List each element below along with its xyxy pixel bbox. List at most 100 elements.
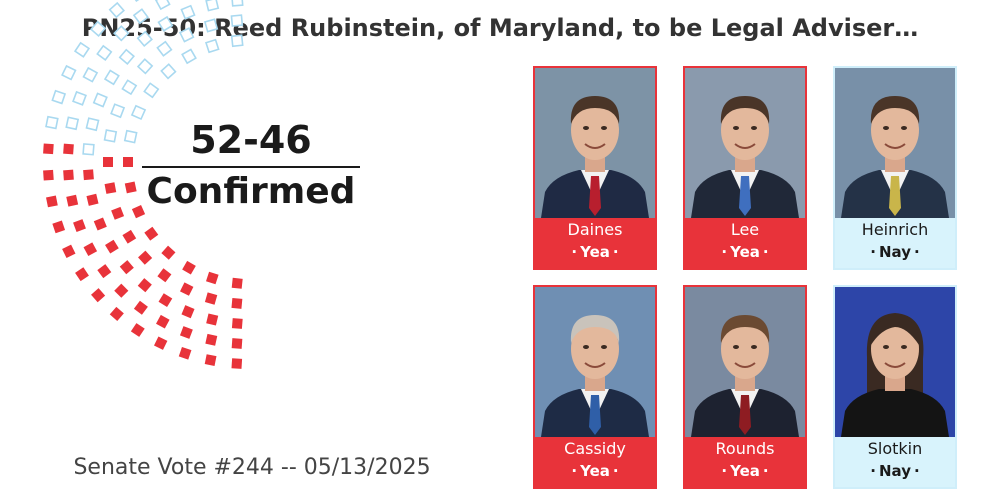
- senator-name: Cassidy: [564, 439, 626, 458]
- yea-seat: [63, 143, 74, 155]
- senator-card-daines: Daines · Yea ·: [533, 66, 657, 270]
- nay-seat: [143, 82, 160, 99]
- suit: [841, 389, 949, 437]
- senator-vote: · Yea ·: [721, 462, 769, 480]
- right-eye: [901, 345, 907, 349]
- nay-seat: [113, 25, 130, 42]
- nay-seat: [103, 129, 118, 143]
- yea-seat: [144, 226, 159, 241]
- yea-seat: [182, 260, 196, 275]
- yea-seat: [83, 169, 94, 181]
- nay-seat: [154, 0, 171, 11]
- senator-name: Heinrich: [861, 220, 929, 239]
- nay-seat: [92, 92, 108, 108]
- necktie: [739, 176, 751, 216]
- yea-seat: [154, 336, 168, 350]
- nay-seat: [61, 64, 77, 81]
- yea-seat: [231, 358, 243, 369]
- nay-seat: [72, 90, 87, 106]
- yea-seat: [231, 338, 243, 349]
- nay-seat: [110, 103, 126, 119]
- face: [721, 319, 769, 379]
- nay-seat: [123, 129, 138, 144]
- smile: [734, 362, 756, 368]
- yea-seat: [156, 314, 170, 329]
- nay-seat: [85, 117, 100, 132]
- yea-seat: [122, 229, 137, 244]
- yea-seat: [52, 220, 66, 234]
- hair-top: [720, 315, 770, 343]
- face: [871, 100, 919, 160]
- nay-seat: [231, 0, 244, 7]
- senator-vote: · Yea ·: [571, 243, 619, 261]
- left-eye: [583, 345, 589, 349]
- yea-seat: [43, 143, 54, 155]
- senator-card-cassidy: Cassidy · Yea ·: [533, 285, 657, 489]
- left-eye: [733, 126, 739, 130]
- yea-seat: [109, 306, 124, 321]
- face: [721, 100, 769, 160]
- nay-seat: [203, 18, 219, 33]
- nay-seat: [65, 116, 80, 131]
- nay-seat: [130, 104, 147, 121]
- yea-seat: [91, 288, 106, 303]
- yea-seat: [138, 250, 153, 265]
- smile: [884, 362, 906, 368]
- yea-seat: [63, 169, 74, 181]
- left-eye: [883, 345, 889, 349]
- yea-seat: [181, 305, 195, 319]
- yea-seat: [73, 219, 86, 233]
- right-eye: [751, 126, 757, 130]
- yea-seat: [231, 318, 243, 329]
- senator-card-lee: Lee · Yea ·: [683, 66, 807, 270]
- nay-seat: [160, 63, 177, 80]
- necktie: [889, 176, 901, 216]
- nay-seat: [118, 48, 135, 65]
- yea-seat: [114, 283, 129, 298]
- yea-seat: [204, 292, 218, 305]
- senator-vote: · Yea ·: [571, 462, 619, 480]
- left-eye: [733, 345, 739, 349]
- nay-seat: [205, 0, 220, 12]
- right-eye: [601, 345, 607, 349]
- senator-name: Daines: [567, 220, 623, 239]
- yea-seat: [158, 293, 173, 307]
- nay-seat: [136, 30, 153, 47]
- face: [571, 100, 619, 160]
- hair-top: [871, 317, 919, 345]
- senate-hemicycle: [43, 0, 244, 369]
- yea-seat: [204, 354, 217, 366]
- hair-top: [720, 96, 770, 124]
- smile: [584, 362, 606, 368]
- senator-portrait: [535, 68, 655, 218]
- nay-seat: [178, 27, 195, 43]
- senator-vote: · Yea ·: [721, 243, 769, 261]
- yea-seat: [86, 193, 99, 206]
- smile: [884, 143, 906, 149]
- yea-seat: [161, 245, 176, 260]
- right-eye: [601, 126, 607, 130]
- yea-seat: [178, 346, 192, 360]
- vote-footer: Senate Vote #244 -- 05/13/2025: [73, 455, 431, 480]
- left-eye: [883, 126, 889, 130]
- yea-seat: [119, 260, 134, 275]
- senator-name: Rounds: [715, 439, 775, 458]
- smile: [734, 143, 756, 149]
- nay-seat: [73, 41, 91, 58]
- page-title: PN25-50: Reed Rubinstein, of Maryland, t…: [81, 14, 919, 42]
- senator-vote: · Nay ·: [870, 462, 920, 480]
- yea-seat: [206, 313, 219, 326]
- nay-seat: [204, 38, 220, 54]
- nay-seat: [82, 66, 99, 83]
- yea-seat: [97, 264, 112, 279]
- senator-portrait: [835, 68, 955, 218]
- yea-seat: [83, 242, 98, 256]
- yea-seat: [137, 278, 152, 293]
- yea-seat: [111, 206, 125, 220]
- nay-seat: [129, 0, 146, 3]
- senator-name: Slotkin: [867, 439, 923, 458]
- left-eye: [583, 126, 589, 130]
- yea-seat: [124, 181, 137, 194]
- face: [871, 319, 919, 379]
- yea-seat: [231, 297, 243, 309]
